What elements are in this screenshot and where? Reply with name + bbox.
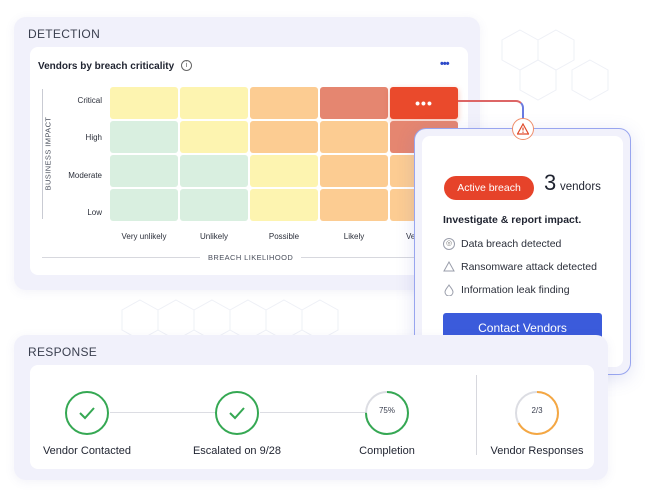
detection-section-title: DETECTION [28,27,101,41]
finding-item: Information leak finding [443,284,570,297]
heatmap-cell[interactable] [180,87,248,119]
response-card: Vendor Contacted Escalated on 9/28 75% C… [30,365,594,469]
heatmap-cell[interactable] [110,121,178,153]
callout-connector [458,100,524,120]
step-label: Vendor Contacted [42,445,132,457]
heatmap-cell[interactable] [320,121,388,153]
y-axis-title: BUSINESS IMPACT [43,116,53,191]
heatmap-cell[interactable] [320,87,388,119]
completion-progress-ring [365,391,409,435]
response-panel: RESPONSE Vendor Contacted Escalated on 9… [14,335,608,480]
heatmap-cell[interactable] [250,87,318,119]
heatmap-cell[interactable] [110,87,178,119]
heatmap-cell[interactable] [250,155,318,187]
heatmap-cell[interactable] [180,155,248,187]
heatmap-cell[interactable] [110,189,178,221]
card-title: Vendors by breach criticality [38,61,175,72]
finding-label: Information leak finding [461,284,570,296]
response-section-title: RESPONSE [28,345,98,359]
investigate-headline: Investigate & report impact. [443,214,582,226]
column-label-likely: Likely [343,232,365,241]
vendor-responses-ring [515,391,559,435]
heatmap-cell[interactable] [320,155,388,187]
more-options-icon[interactable]: ••• [440,58,450,70]
y-axis-line [42,89,43,219]
row-label-critical: Critical [77,96,102,105]
finding-item: ◎ Data breach detected [443,238,561,250]
section-divider [476,375,477,455]
completion-percent: 75% [378,406,395,415]
breach-criticality-card: Vendors by breach criticality i ••• BUSI… [30,47,468,275]
column-label-unlikely: Unlikely [199,232,228,241]
step-escalated-check [215,391,259,435]
heatmap-cell[interactable] [180,189,248,221]
step-connector [110,412,215,413]
row-label-high: High [85,133,102,142]
data-breach-icon: ◎ [443,238,455,250]
heatmap-cell[interactable] [110,155,178,187]
finding-label: Ransomware attack detected [461,261,597,273]
heatmap-cell[interactable] [250,121,318,153]
heatmap-cell[interactable] [250,189,318,221]
column-label-very-unlikely: Very unlikely [121,232,167,241]
leak-drop-icon [443,284,455,297]
ransomware-icon [443,260,455,273]
finding-item: Ransomware attack detected [443,260,597,273]
vendor-count-unit: vendors [560,181,601,193]
detection-panel: DETECTION Vendors by breach criticality … [14,17,480,290]
popup-card: Active breach 3 vendors Investigate & re… [422,136,623,367]
row-label-low: Low [87,208,102,217]
active-breach-popup: Active breach 3 vendors Investigate & re… [414,128,631,375]
heatmap-cell[interactable] [180,121,248,153]
heatmap-cell[interactable] [320,189,388,221]
active-breach-badge: Active breach [444,176,534,200]
info-icon[interactable]: i [181,60,192,71]
warning-icon [512,118,534,140]
active-breach-cell[interactable]: ••• [390,87,458,119]
column-label-possible: Possible [268,232,300,241]
row-label-moderate: Moderate [68,171,102,180]
x-axis-title: BREACH LIKELIHOOD [200,253,302,262]
vendor-responses-count: 2/3 [531,406,543,415]
finding-label: Data breach detected [461,238,562,250]
step-connector [260,412,365,413]
step-label: Escalated on 9/28 [192,445,282,457]
step-vendor-contacted-check [65,391,109,435]
vendor-count: 3 [544,170,557,195]
step-label: Completion [359,445,415,457]
step-label: Vendor Responses [490,445,584,457]
